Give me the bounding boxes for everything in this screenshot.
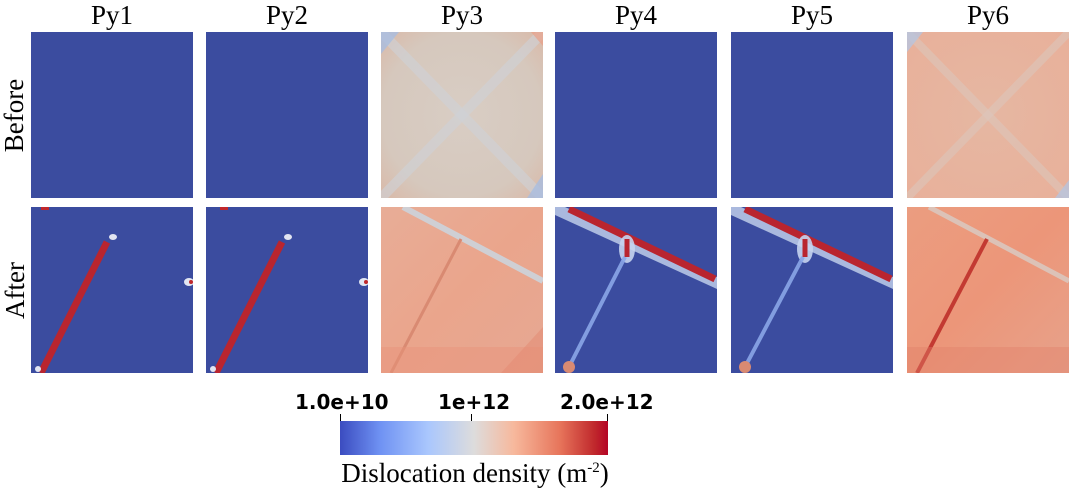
- tile-before-py2: [206, 32, 368, 198]
- colorbar-min-tick: [340, 414, 341, 422]
- tile-after-py2: [206, 207, 368, 373]
- column-title-py5: Py5: [790, 0, 834, 30]
- row-label-before: Before: [0, 78, 30, 152]
- colorbar-mid-label: 1e+12: [438, 390, 511, 414]
- column-title-py2: Py2: [265, 0, 309, 30]
- tile-after-py6: [907, 207, 1069, 373]
- tile-after-py4: [555, 207, 717, 373]
- colorbar-max-tick: [607, 414, 608, 422]
- tile-before-py1: [31, 32, 193, 198]
- tile-after-py5: [731, 207, 893, 373]
- tile-after-py1: [31, 207, 193, 373]
- colorbar-min-label: 1.0e+10: [295, 390, 389, 414]
- colorbar: [340, 421, 608, 455]
- column-title-py4: Py4: [614, 0, 658, 30]
- tile-before-py4: [555, 32, 717, 198]
- column-title-py6: Py6: [966, 0, 1010, 30]
- tile-before-py5: [731, 32, 893, 198]
- column-title-py1: Py1: [90, 0, 134, 30]
- column-title-py3: Py3: [440, 0, 484, 30]
- tile-before-py6: [907, 32, 1069, 198]
- colorbar-title: Dislocation density (m-2): [341, 458, 609, 488]
- tile-before-py3: [381, 32, 543, 198]
- tile-after-py3: [381, 207, 543, 373]
- colorbar-max-label: 2.0e+12: [560, 390, 654, 414]
- row-label-after: After: [0, 261, 30, 319]
